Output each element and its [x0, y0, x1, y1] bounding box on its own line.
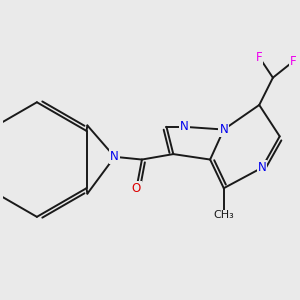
Text: N: N	[180, 120, 189, 133]
Text: F: F	[256, 51, 262, 64]
Text: N: N	[110, 150, 119, 163]
Text: N: N	[258, 161, 266, 174]
Text: O: O	[132, 182, 141, 195]
Text: CH₃: CH₃	[213, 211, 234, 220]
Text: N: N	[219, 123, 228, 136]
Text: F: F	[290, 55, 297, 68]
